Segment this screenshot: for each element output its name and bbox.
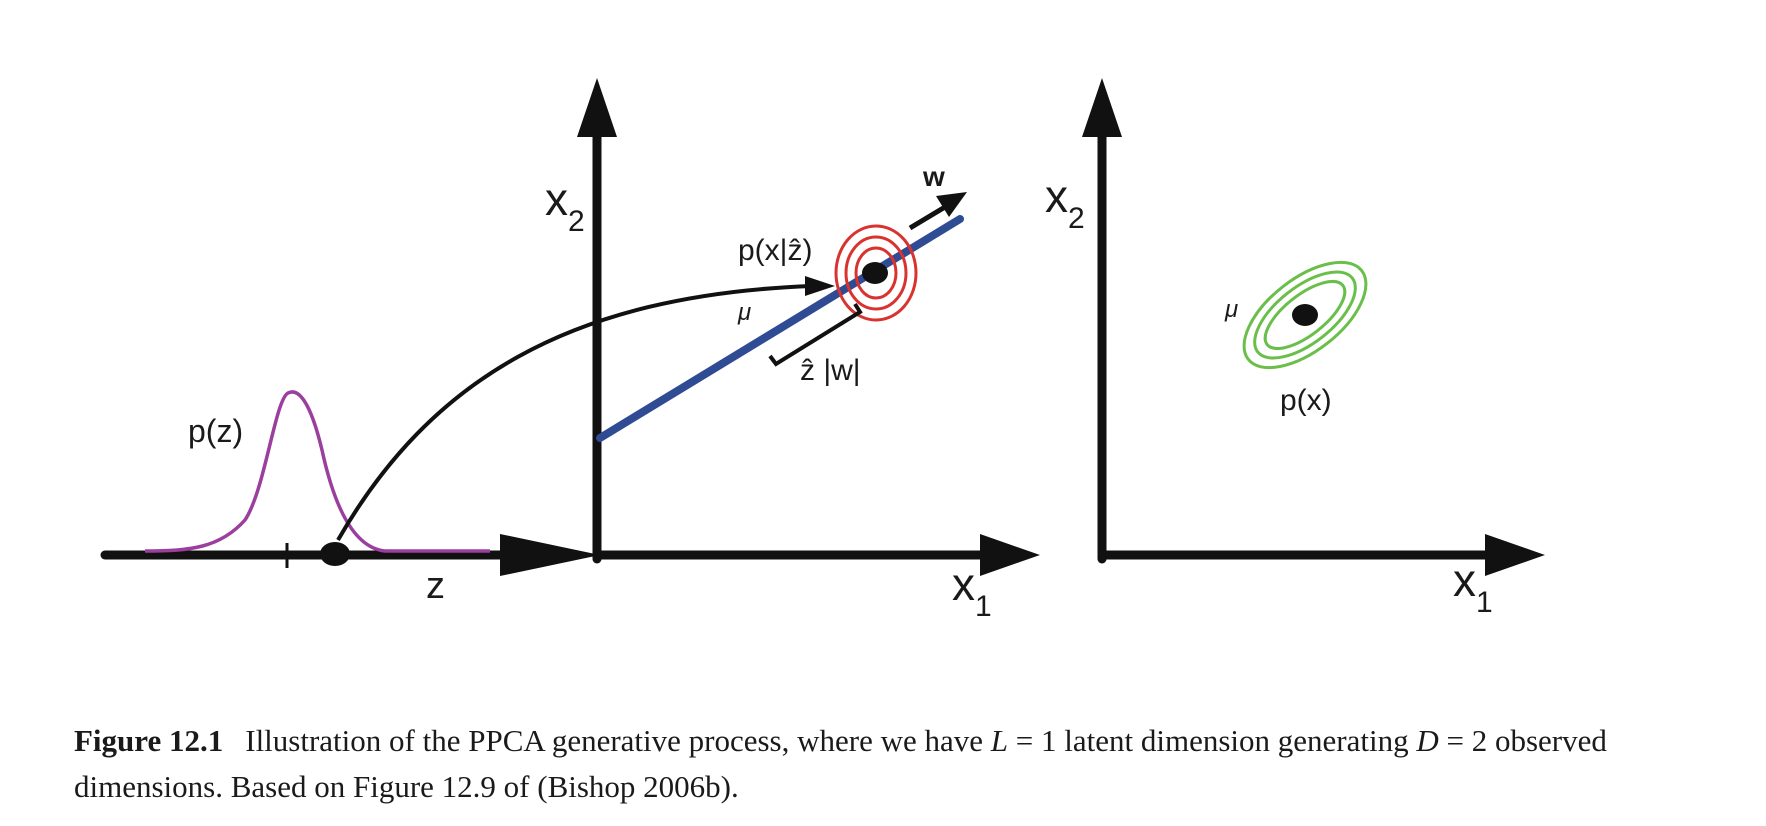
marginal-mean-point — [1292, 304, 1318, 326]
w-direction-arrowhead — [936, 192, 967, 217]
x2-axis-arrowhead — [1082, 78, 1122, 137]
marginal-panel: x2 x1 μ p(x) — [1045, 78, 1545, 619]
pz-density-curve — [144, 390, 490, 553]
caption-text-1: Illustration of the PPCA generative proc… — [245, 723, 991, 758]
mu-label: μ — [1224, 296, 1238, 323]
x1-axis-label: x1 — [1453, 554, 1493, 619]
sampling-arc-arrowhead — [805, 276, 835, 296]
x1-subscript: 1 — [1476, 586, 1493, 619]
contour-ring — [1253, 270, 1357, 360]
sampled-z-point — [320, 542, 350, 566]
contour-ring — [854, 246, 898, 300]
conditional-mean-point — [862, 262, 888, 284]
mu-label: μ — [737, 299, 751, 326]
px-label: p(x) — [1280, 384, 1332, 417]
x2-axis-arrowhead — [577, 78, 617, 137]
x1-base: x — [1453, 554, 1476, 606]
latent-panel: p(z) z — [100, 390, 600, 607]
marginal-contours — [1242, 260, 1368, 370]
zw-label: ẑ |w| — [800, 354, 861, 387]
x2-base: x — [545, 173, 568, 225]
caption-math-L: L — [990, 723, 1009, 758]
pxz-label: p(x|ẑ) — [738, 234, 812, 267]
z-axis-label: z — [426, 565, 445, 607]
x1-axis-arrowhead — [980, 534, 1040, 576]
x2-subscript: 2 — [568, 205, 585, 238]
x2-base: x — [1045, 170, 1068, 222]
zw-brace — [768, 302, 863, 367]
figure-caption: Figure 12.1 Illustration of the PPCA gene… — [74, 718, 1714, 810]
x1-subscript: 1 — [975, 590, 992, 623]
z-axis-arrowhead — [500, 534, 600, 576]
caption-math-D: D — [1416, 723, 1439, 758]
conditional-panel: x2 x1 w p(x|ẑ) μ ẑ |w| — [336, 78, 1040, 623]
ppca-figure: p(z) z x2 x1 w p(x|ẑ) μ ẑ |w| x2 — [70, 40, 1750, 690]
x2-axis-label: x2 — [545, 173, 585, 238]
w-label: w — [922, 161, 945, 192]
figure-number: Figure 12.1 — [74, 723, 224, 758]
x1-axis-label: x1 — [952, 558, 992, 623]
x2-subscript: 2 — [1068, 202, 1085, 235]
ppca-illustration: p(z) z x2 x1 w p(x|ẑ) μ ẑ |w| x2 — [100, 78, 1545, 623]
conditional-contours — [834, 224, 918, 322]
contour-ring — [1263, 280, 1347, 350]
contour-ring — [844, 235, 908, 311]
contour-ring — [834, 224, 918, 322]
caption-text-2: = 1 latent dimension generating — [1008, 723, 1417, 758]
contour-ring — [1242, 260, 1368, 370]
x1-axis-arrowhead — [1485, 534, 1545, 576]
sampling-arc — [336, 284, 813, 541]
principal-subspace-line — [596, 215, 964, 442]
w-direction-arrow-shaft — [908, 204, 947, 231]
caption-text-3: = 2 observed dimensions. Based on Figure… — [74, 723, 1607, 804]
pz-label: p(z) — [188, 413, 243, 449]
x2-axis-label: x2 — [1045, 170, 1085, 235]
x1-base: x — [952, 558, 975, 610]
